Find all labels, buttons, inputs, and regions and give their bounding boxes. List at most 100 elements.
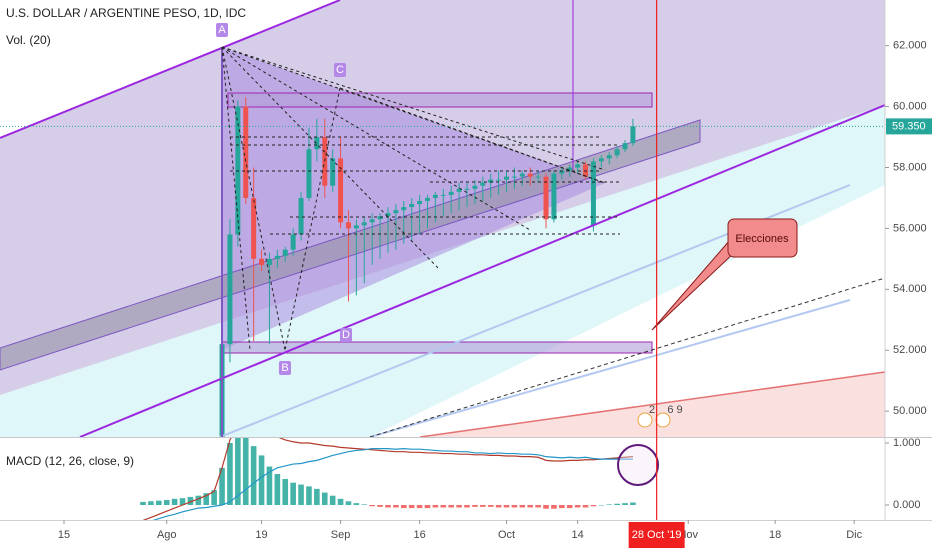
histogram-bar	[187, 496, 194, 505]
histogram-bar	[582, 504, 589, 508]
histogram-bar	[329, 495, 336, 505]
histogram-bar	[535, 504, 541, 508]
y-tick-label: 60.000	[893, 100, 927, 112]
candle-body	[361, 222, 367, 226]
x-tick-label: Dic	[846, 529, 862, 541]
candle-body	[259, 258, 265, 265]
histogram-bar	[472, 504, 478, 507]
candle-body	[511, 176, 517, 178]
candle-body	[417, 200, 423, 205]
histogram-bar	[519, 504, 526, 508]
chart-title: U.S. DOLLAR / ARGENTINE PESO, 1D, IDC	[6, 6, 246, 20]
candle-body	[464, 188, 470, 190]
histogram-bar	[503, 504, 510, 508]
histogram-bar	[424, 504, 431, 509]
event-badge-text: 2	[649, 404, 655, 416]
histogram-bar	[171, 498, 178, 505]
candle-body	[496, 179, 502, 181]
candle-body	[290, 234, 296, 250]
histogram-bar	[321, 492, 328, 505]
candle-body	[630, 126, 636, 144]
histogram-bar	[148, 501, 154, 505]
histogram-bar	[266, 466, 273, 505]
median-line	[369, 277, 885, 437]
histogram-bar	[140, 501, 146, 505]
candle-body	[590, 161, 596, 226]
histogram-bar	[290, 482, 296, 505]
histogram-bar	[282, 478, 289, 505]
drawing-label: B	[281, 362, 288, 374]
y-tick-label: 50.000	[893, 405, 927, 417]
candle-body	[424, 197, 430, 201]
histogram-bar	[614, 503, 620, 505]
histogram-bar	[400, 504, 407, 509]
histogram-bar	[156, 500, 162, 505]
candle-body	[448, 191, 454, 195]
candle-body	[345, 222, 351, 229]
label-box	[216, 23, 228, 37]
histogram-bar	[598, 504, 605, 506]
histogram-bar	[250, 446, 257, 505]
drawing-label: C	[336, 64, 344, 76]
candle-body	[314, 137, 320, 150]
candle-body	[440, 194, 446, 196]
candle-body	[369, 219, 375, 223]
candle-body	[598, 158, 604, 162]
candle-body	[401, 207, 407, 211]
macd-line	[152, 447, 633, 520]
candle-body	[409, 204, 415, 208]
histogram-bar	[163, 500, 170, 505]
candle-body	[527, 173, 533, 177]
candle-body	[575, 164, 581, 168]
drawing-label: A	[218, 24, 226, 36]
histogram-bar	[314, 488, 320, 505]
candle-body	[519, 173, 525, 177]
histogram-bar	[385, 504, 391, 508]
histogram-bar	[393, 504, 399, 508]
candle-body	[504, 176, 510, 180]
histogram-bar	[590, 504, 597, 507]
candle-body	[567, 167, 573, 171]
candle-body	[456, 188, 462, 192]
channel-line	[419, 371, 885, 437]
candle-body	[622, 143, 628, 150]
volume-label: Vol. (20)	[6, 33, 51, 47]
histogram-bar	[408, 504, 415, 509]
candle-body	[330, 158, 336, 186]
callout-text: Elecciones	[735, 233, 789, 245]
histogram-bar	[361, 504, 368, 505]
candle-body	[282, 249, 288, 256]
y-tick-label: 62.000	[893, 40, 927, 52]
candle-body	[353, 225, 359, 229]
histogram-bar	[369, 504, 375, 507]
candle-body	[266, 258, 272, 265]
histogram-bar	[345, 501, 352, 505]
last-price-tag	[886, 118, 932, 135]
histogram-bar	[298, 484, 304, 505]
y-tick-label: 1.000	[893, 437, 921, 449]
fib-fan	[222, 47, 605, 350]
x-tick-label: 16	[413, 529, 425, 541]
label-box	[334, 63, 346, 77]
histogram-bar	[456, 504, 462, 508]
histogram-bar	[432, 504, 439, 508]
candle-body	[227, 234, 233, 345]
histogram-bar	[606, 504, 613, 505]
histogram-bar	[235, 438, 241, 505]
channel-line	[369, 299, 851, 437]
x-tick-label: 15	[58, 529, 70, 541]
histogram-bar	[527, 504, 534, 508]
label-box	[340, 328, 352, 342]
histogram-bar	[622, 503, 628, 505]
y-tick-label: 56.000	[893, 222, 927, 234]
histogram-bar	[416, 504, 423, 509]
histogram-bar	[242, 438, 249, 505]
macd-title: MACD (12, 26, close, 9)	[6, 454, 134, 468]
candle-body	[243, 106, 249, 198]
y-tick-label: 54.000	[893, 283, 927, 295]
histogram-bar	[179, 498, 186, 505]
histogram-bar	[440, 504, 447, 508]
macd-line	[142, 438, 633, 520]
candle-body	[551, 173, 557, 220]
